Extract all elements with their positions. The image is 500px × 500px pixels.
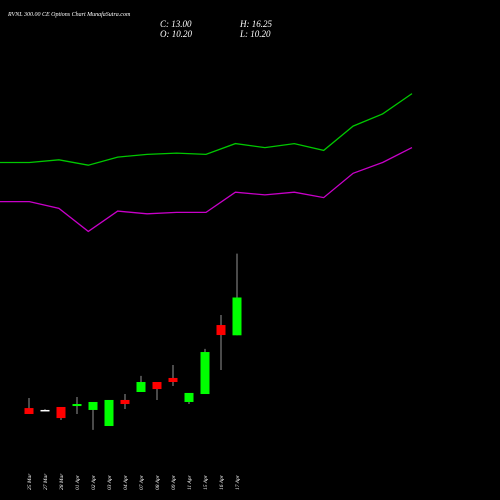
candle-body <box>56 406 66 419</box>
indicator-line <box>0 147 413 233</box>
x-tick-label: 01 Apr <box>75 474 81 490</box>
candle-body <box>232 297 242 336</box>
ohlc-open: O: 10.20 <box>160 29 192 39</box>
x-tick-label: 16 Apr <box>219 474 225 490</box>
x-tick-label: 28 Mar <box>59 473 65 490</box>
x-tick-label: 09 Apr <box>171 474 177 490</box>
ohlc-close: C: 13.00 <box>160 19 192 29</box>
x-tick-label: 08 Apr <box>155 474 161 490</box>
x-tick-label: 07 Apr <box>139 474 145 490</box>
candle-body <box>216 325 226 336</box>
ohlc-low: L: 10.20 <box>239 29 271 39</box>
x-tick-label: 02 Apr <box>91 474 97 490</box>
candle-body <box>88 401 98 410</box>
ohlc-high: H: 16.25 <box>239 19 272 29</box>
x-tick-label: 11 Apr <box>187 475 193 490</box>
indicator-line <box>0 93 413 166</box>
x-tick-label: 04 Apr <box>122 474 129 490</box>
x-tick-label: 15 Apr <box>203 474 209 490</box>
candle-body <box>184 392 194 402</box>
candle-body <box>72 404 82 407</box>
x-tick-label: 27 Mar <box>43 473 49 490</box>
candle-body <box>24 408 34 415</box>
candle-body <box>104 399 114 427</box>
candle-body <box>152 382 162 390</box>
candle-body <box>200 352 210 395</box>
x-tick-label: 25 Mar <box>27 473 33 490</box>
x-tick-label: 17 Apr <box>235 474 241 490</box>
candle-body <box>168 377 178 383</box>
candle-body <box>40 409 50 412</box>
chart-title: RVNL 300.00 CE Options Chart MunafaSutra… <box>7 11 131 18</box>
x-tick-label: 03 Apr <box>107 474 113 490</box>
candle-body <box>120 399 130 405</box>
candle-body <box>136 382 146 392</box>
